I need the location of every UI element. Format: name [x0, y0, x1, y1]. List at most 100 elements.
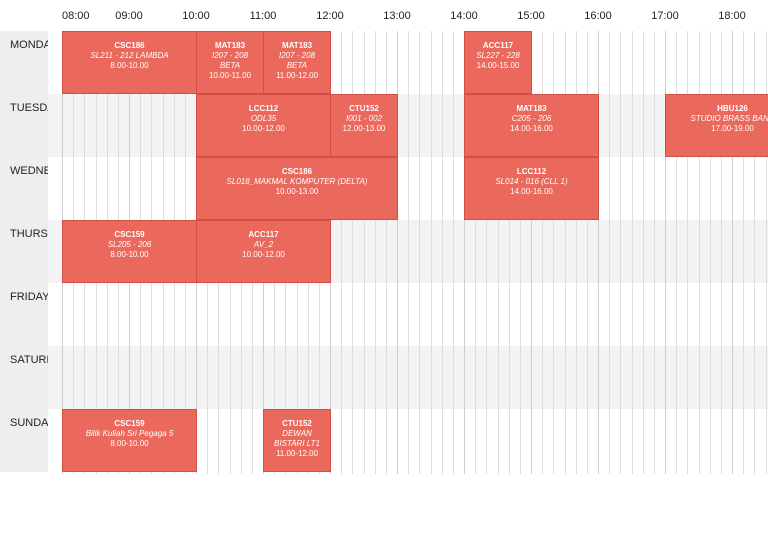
- class-block[interactable]: CTU152 I001 - 002 12.00-13.00: [330, 94, 398, 157]
- class-code: ACC117: [482, 41, 514, 50]
- grid-line: [609, 31, 610, 474]
- day-label: THURSDAY: [0, 220, 48, 283]
- grid-line: [408, 31, 409, 474]
- class-code: MAT183: [516, 104, 547, 113]
- grid-line: [542, 31, 543, 474]
- grid-line: [598, 31, 599, 474]
- grid-line: [732, 31, 733, 474]
- grid-line: [364, 31, 365, 474]
- day-label: MONDAY: [0, 31, 48, 94]
- class-block[interactable]: CSC159 Bilik Kuliah Sri Pegaga 5 8.00-10.0…: [62, 409, 197, 472]
- grid-line: [754, 31, 755, 474]
- grid-line: [743, 31, 744, 474]
- class-time: 8.00-10.00: [110, 250, 149, 259]
- class-code: CSC159: [114, 230, 145, 239]
- class-room: SL211 - 212 LAMBDA: [90, 51, 169, 60]
- class-room: DEWAN BISTARI LT1: [274, 429, 320, 448]
- hour-label: 15:00: [517, 10, 545, 22]
- class-code: CSC186: [114, 41, 145, 50]
- grid-line: [553, 31, 554, 474]
- class-room: Bilik Kuliah Sri Pegaga 5: [85, 429, 174, 438]
- grid-line: [453, 31, 454, 474]
- class-code: HBU126: [717, 104, 748, 113]
- hour-label: 10:00: [182, 10, 210, 22]
- day-row: SATURDAY: [0, 346, 768, 409]
- class-time: 12.00-13.00: [342, 124, 386, 133]
- class-code: ACC117: [248, 230, 279, 239]
- class-block[interactable]: CSC159 SL205 - 206 8.00-10.00: [62, 220, 197, 283]
- grid-line: [643, 31, 644, 474]
- grid-line: [475, 31, 476, 474]
- hour-label: 13:00: [383, 10, 411, 22]
- class-block[interactable]: CSC186 SL211 - 212 LAMBDA 8.00-10.00: [62, 31, 197, 94]
- class-room: STUDIO BRASS BAND: [690, 114, 768, 123]
- class-block[interactable]: HBU126 STUDIO BRASS BAND 17.00-19.00: [665, 94, 768, 157]
- class-block[interactable]: LCC112 SL014 - 016 (CLL 1) 14.00-16.00: [464, 157, 599, 220]
- grid-line: [699, 31, 700, 474]
- grid-line: [352, 31, 353, 474]
- grid-line: [498, 31, 499, 474]
- hour-label: 11:00: [249, 10, 277, 22]
- class-block[interactable]: CSC186 SL018_MAKMAL KOMPUTER (DELTA) 10.00…: [196, 157, 398, 220]
- grid-line: [710, 31, 711, 474]
- hour-label: 12:00: [316, 10, 344, 22]
- grid-line: [419, 31, 420, 474]
- grid-line: [386, 31, 387, 474]
- day-label: TUESDAY: [0, 94, 48, 157]
- grid-line: [576, 31, 577, 474]
- class-block[interactable]: ACC117 SL227 - 228 14.00-15.00: [464, 31, 532, 94]
- class-block[interactable]: MAT183 I207 - 208 BETA 11.00-12.00: [263, 31, 331, 94]
- class-code: MAT183: [281, 41, 313, 50]
- hour-label: 09:00: [115, 10, 143, 22]
- class-time: 14.00-16.00: [510, 187, 553, 196]
- class-code: MAT183: [214, 41, 246, 50]
- grid-line: [442, 31, 443, 474]
- class-room: AV_2: [253, 240, 274, 249]
- grid-line: [676, 31, 677, 474]
- grid-line: [486, 31, 487, 474]
- class-block[interactable]: MAT183 I207 - 208 BETA 10.00-11.00: [196, 31, 264, 94]
- grid-line: [654, 31, 655, 474]
- class-room: SL014 - 016 (CLL 1): [495, 177, 568, 186]
- class-block[interactable]: MAT183 C205 - 206 14.00-16.00: [464, 94, 599, 157]
- hour-label: 16:00: [584, 10, 612, 22]
- class-block[interactable]: CTU152 DEWAN BISTARI LT1 11.00-12.00: [263, 409, 331, 472]
- class-time: 10.00-11.00: [208, 71, 252, 80]
- grid-line: [509, 31, 510, 474]
- day-label: SATURDAY: [0, 346, 48, 409]
- class-code: LCC112: [516, 167, 547, 176]
- grid-line: [721, 31, 722, 474]
- day-row: FRIDAY: [0, 283, 768, 346]
- grid-line: [531, 31, 532, 474]
- class-block[interactable]: ACC117 AV_2 10.00-12.00: [196, 220, 331, 283]
- day-label: SUNDAY: [0, 409, 48, 472]
- grid-line: [397, 31, 398, 474]
- class-room: I207 - 208 BETA: [278, 51, 316, 70]
- class-code: CTU152: [349, 104, 379, 113]
- class-code: CSC159: [114, 419, 145, 428]
- class-room: SL205 - 206: [107, 240, 152, 249]
- grid-line: [431, 31, 432, 474]
- class-room: I001 - 002: [345, 114, 383, 123]
- grid-line: [620, 31, 621, 474]
- class-time: 14.00-16.00: [510, 124, 553, 133]
- grid-line: [520, 31, 521, 474]
- class-code: LCC112: [248, 104, 279, 113]
- grid-line: [341, 31, 342, 474]
- day-label: FRIDAY: [0, 283, 48, 346]
- class-room: SL227 - 228: [476, 51, 520, 60]
- class-time: 11.00-12.00: [275, 449, 319, 458]
- class-time: 10.00-12.00: [242, 250, 285, 259]
- class-time: 10.00-12.00: [242, 124, 285, 133]
- class-room: C205 - 206: [511, 114, 552, 123]
- grid-line: [687, 31, 688, 474]
- grid-line: [766, 31, 767, 474]
- class-code: CTU152: [282, 419, 312, 428]
- grid-line: [565, 31, 566, 474]
- class-code: CSC186: [281, 167, 313, 176]
- class-time: 8.00-10.00: [110, 61, 149, 70]
- class-room: SL018_MAKMAL KOMPUTER (DELTA): [226, 177, 368, 186]
- class-block[interactable]: LCC112 ODL35 10.00-12.00: [196, 94, 331, 157]
- grid-line: [464, 31, 465, 474]
- class-time: 10.00-13.00: [275, 187, 319, 196]
